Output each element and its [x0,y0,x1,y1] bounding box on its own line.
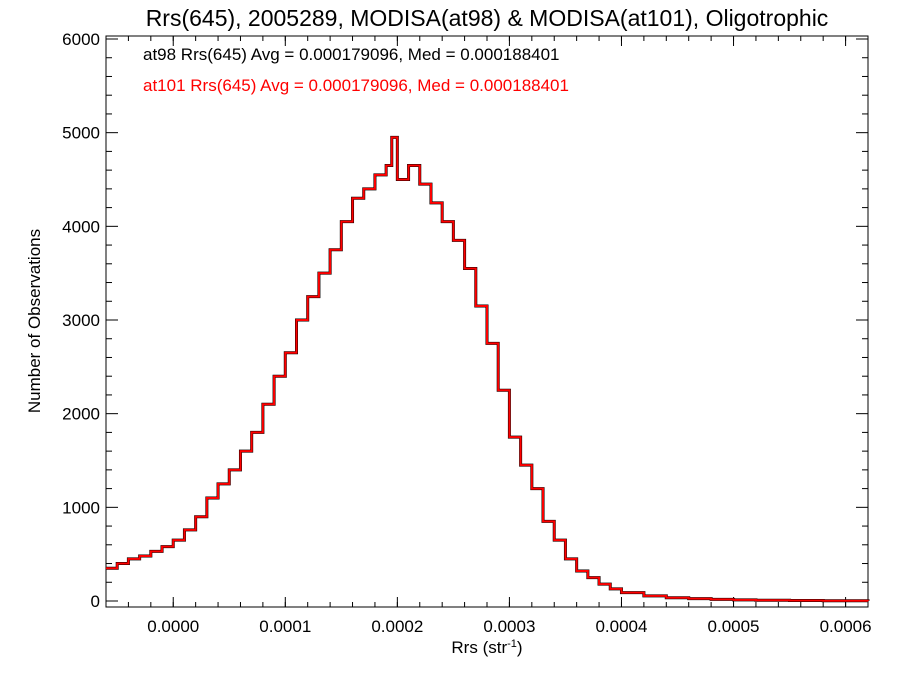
chart-title: Rrs(645), 2005289, MODISA(at98) & MODISA… [146,5,829,31]
legend-at98-stats: at98 Rrs(645) Avg = 0.000179096, Med = 0… [143,45,560,64]
y-tick-label: 6000 [62,30,100,49]
y-tick-label: 3000 [62,311,100,330]
x-tick-label: 0.0006 [820,617,872,636]
y-tick-label: 2000 [62,405,100,424]
x-axis-label-superscript: -1 [507,638,517,650]
x-axis-label-main: Rrs (str [451,638,507,657]
x-tick-label: 0.0004 [595,617,647,636]
histogram-series [106,135,870,603]
series-at98-line [106,135,870,603]
x-tick-label: 0.0001 [259,617,311,636]
x-tick-label: 0.0002 [371,617,423,636]
x-axis-label-close: ) [517,638,523,657]
y-axis-label: Number of Observations [25,229,44,413]
y-tick-label: 0 [91,592,100,611]
y-tick-label: 4000 [62,217,100,236]
tick-labels: 0.0000 0.0001 0.0002 0.0003 0.0004 0.0005 0.00… [62,30,871,636]
x-tick-label: 0.0000 [147,617,199,636]
y-tick-label: 1000 [62,498,100,517]
axis-ticks [105,36,869,607]
x-tick-label: 0.0003 [483,617,535,636]
x-tick-label: 0.0005 [708,617,760,636]
legend-at101-stats: at101 Rrs(645) Avg = 0.000179096, Med = … [143,76,569,95]
y-tick-label: 5000 [62,124,100,143]
series-at101-line [106,136,869,602]
x-axis-label: Rrs (str-1) [451,638,522,657]
